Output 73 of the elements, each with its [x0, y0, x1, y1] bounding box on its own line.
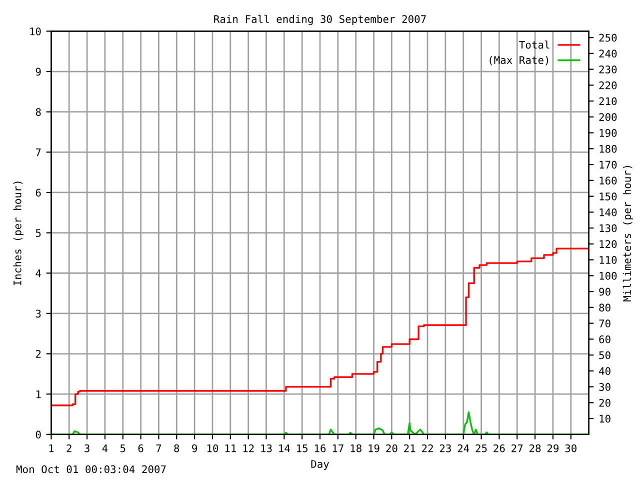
y-tick-label: 3: [36, 310, 41, 318]
x-tick-label: 12: [243, 444, 254, 452]
y2-axis-title: Millimeters (per hour): [622, 166, 634, 302]
y-axis-title: Inches (per hour): [13, 182, 24, 286]
x-tick-label: 19: [368, 444, 380, 452]
y-tick-label: 2: [36, 350, 41, 358]
y2-tick-label: 30: [599, 383, 610, 391]
y2-tick-label: 20: [599, 398, 610, 407]
x-axis-title: Day: [311, 460, 329, 470]
y2-tick-label: 60: [599, 335, 610, 344]
y-tick-label: 8: [36, 108, 41, 116]
y2-tick-label: 210: [599, 97, 617, 106]
x-tick-label: 22: [422, 444, 433, 452]
x-tick-label: 24: [458, 444, 470, 452]
y-tick-label: 1: [36, 390, 41, 398]
x-tick-label: 20: [386, 444, 398, 452]
y2-tick-label: 150: [600, 192, 617, 200]
x-tick-label: 17: [332, 444, 344, 452]
y2-tick-label: 80: [599, 304, 610, 312]
legend-label: Total: [519, 40, 550, 49]
y2-tick-label: 140: [600, 208, 617, 216]
x-tick-label: 2: [66, 444, 72, 452]
x-tick-label: 11: [225, 444, 236, 452]
x-tick-label: 30: [565, 444, 576, 452]
text: Mon Oct 01 00:03:04 2007: [16, 465, 166, 474]
y-tick-label: 7: [36, 148, 41, 156]
x-tick-label: 5: [120, 444, 126, 452]
x-tick-label: 29: [547, 444, 559, 452]
y2-tick-label: 70: [599, 320, 610, 328]
y-tick-label: 10: [30, 27, 41, 36]
x-tick-label: 3: [84, 444, 90, 452]
x-tick-label: 15: [297, 444, 308, 452]
legend-label: (Max Rate): [490, 56, 548, 66]
x-tick-label: 27: [512, 444, 523, 452]
y2-tick-label: 190: [600, 129, 617, 137]
y2-tick-label: 100: [600, 272, 617, 280]
y-tick-label: 5: [36, 229, 41, 237]
x-tick-label: 8: [174, 444, 180, 452]
y2-tick-label: 200: [599, 113, 617, 122]
x-tick-label: 28: [530, 444, 541, 452]
x-tick-label: 25: [476, 444, 487, 452]
x-tick-label: 23: [440, 444, 451, 452]
y2-tick-label: 40: [599, 367, 610, 376]
y2-tick-label: 130: [600, 224, 617, 232]
y2-tick-label: 240: [599, 50, 617, 58]
x-tick-label: 21: [404, 444, 416, 452]
x-tick-label: 10: [207, 444, 218, 452]
x-tick-label: 1: [49, 444, 54, 452]
y2-tick-label: 120: [600, 240, 617, 248]
y2-tick-label: 170: [600, 160, 617, 169]
x-tick-label: 9: [192, 444, 197, 452]
x-tick-label: 18: [350, 444, 362, 452]
y2-tick-label: 90: [599, 288, 610, 296]
y2-tick-label: 220: [599, 81, 617, 90]
x-tick-label: 7: [156, 444, 162, 452]
y2-tick-label: 160: [600, 176, 617, 185]
y2-tick-label: 10: [600, 414, 610, 423]
x-tick-label: 4: [102, 444, 108, 452]
y2-tick-label: 230: [599, 66, 617, 74]
y2-tick-label: 180: [600, 144, 617, 153]
y2-tick-label: 250: [599, 34, 617, 42]
x-tick-label: 26: [494, 444, 505, 452]
x-tick-label: 6: [138, 444, 144, 452]
x-tick-label: 14: [279, 444, 290, 452]
y-tick-label: 6: [36, 188, 41, 197]
y-tick-label: 0: [36, 430, 41, 439]
x-tick-label: 13: [261, 444, 272, 452]
y-tick-label: 4: [36, 270, 41, 278]
y-tick-label: 9: [36, 68, 41, 76]
y2-tick-label: 50: [599, 351, 610, 360]
y2-tick-label: 110: [600, 256, 617, 264]
chart-title: Rain Fall ending 30 September 2007: [214, 14, 426, 26]
x-tick-label: 16: [314, 444, 326, 452]
